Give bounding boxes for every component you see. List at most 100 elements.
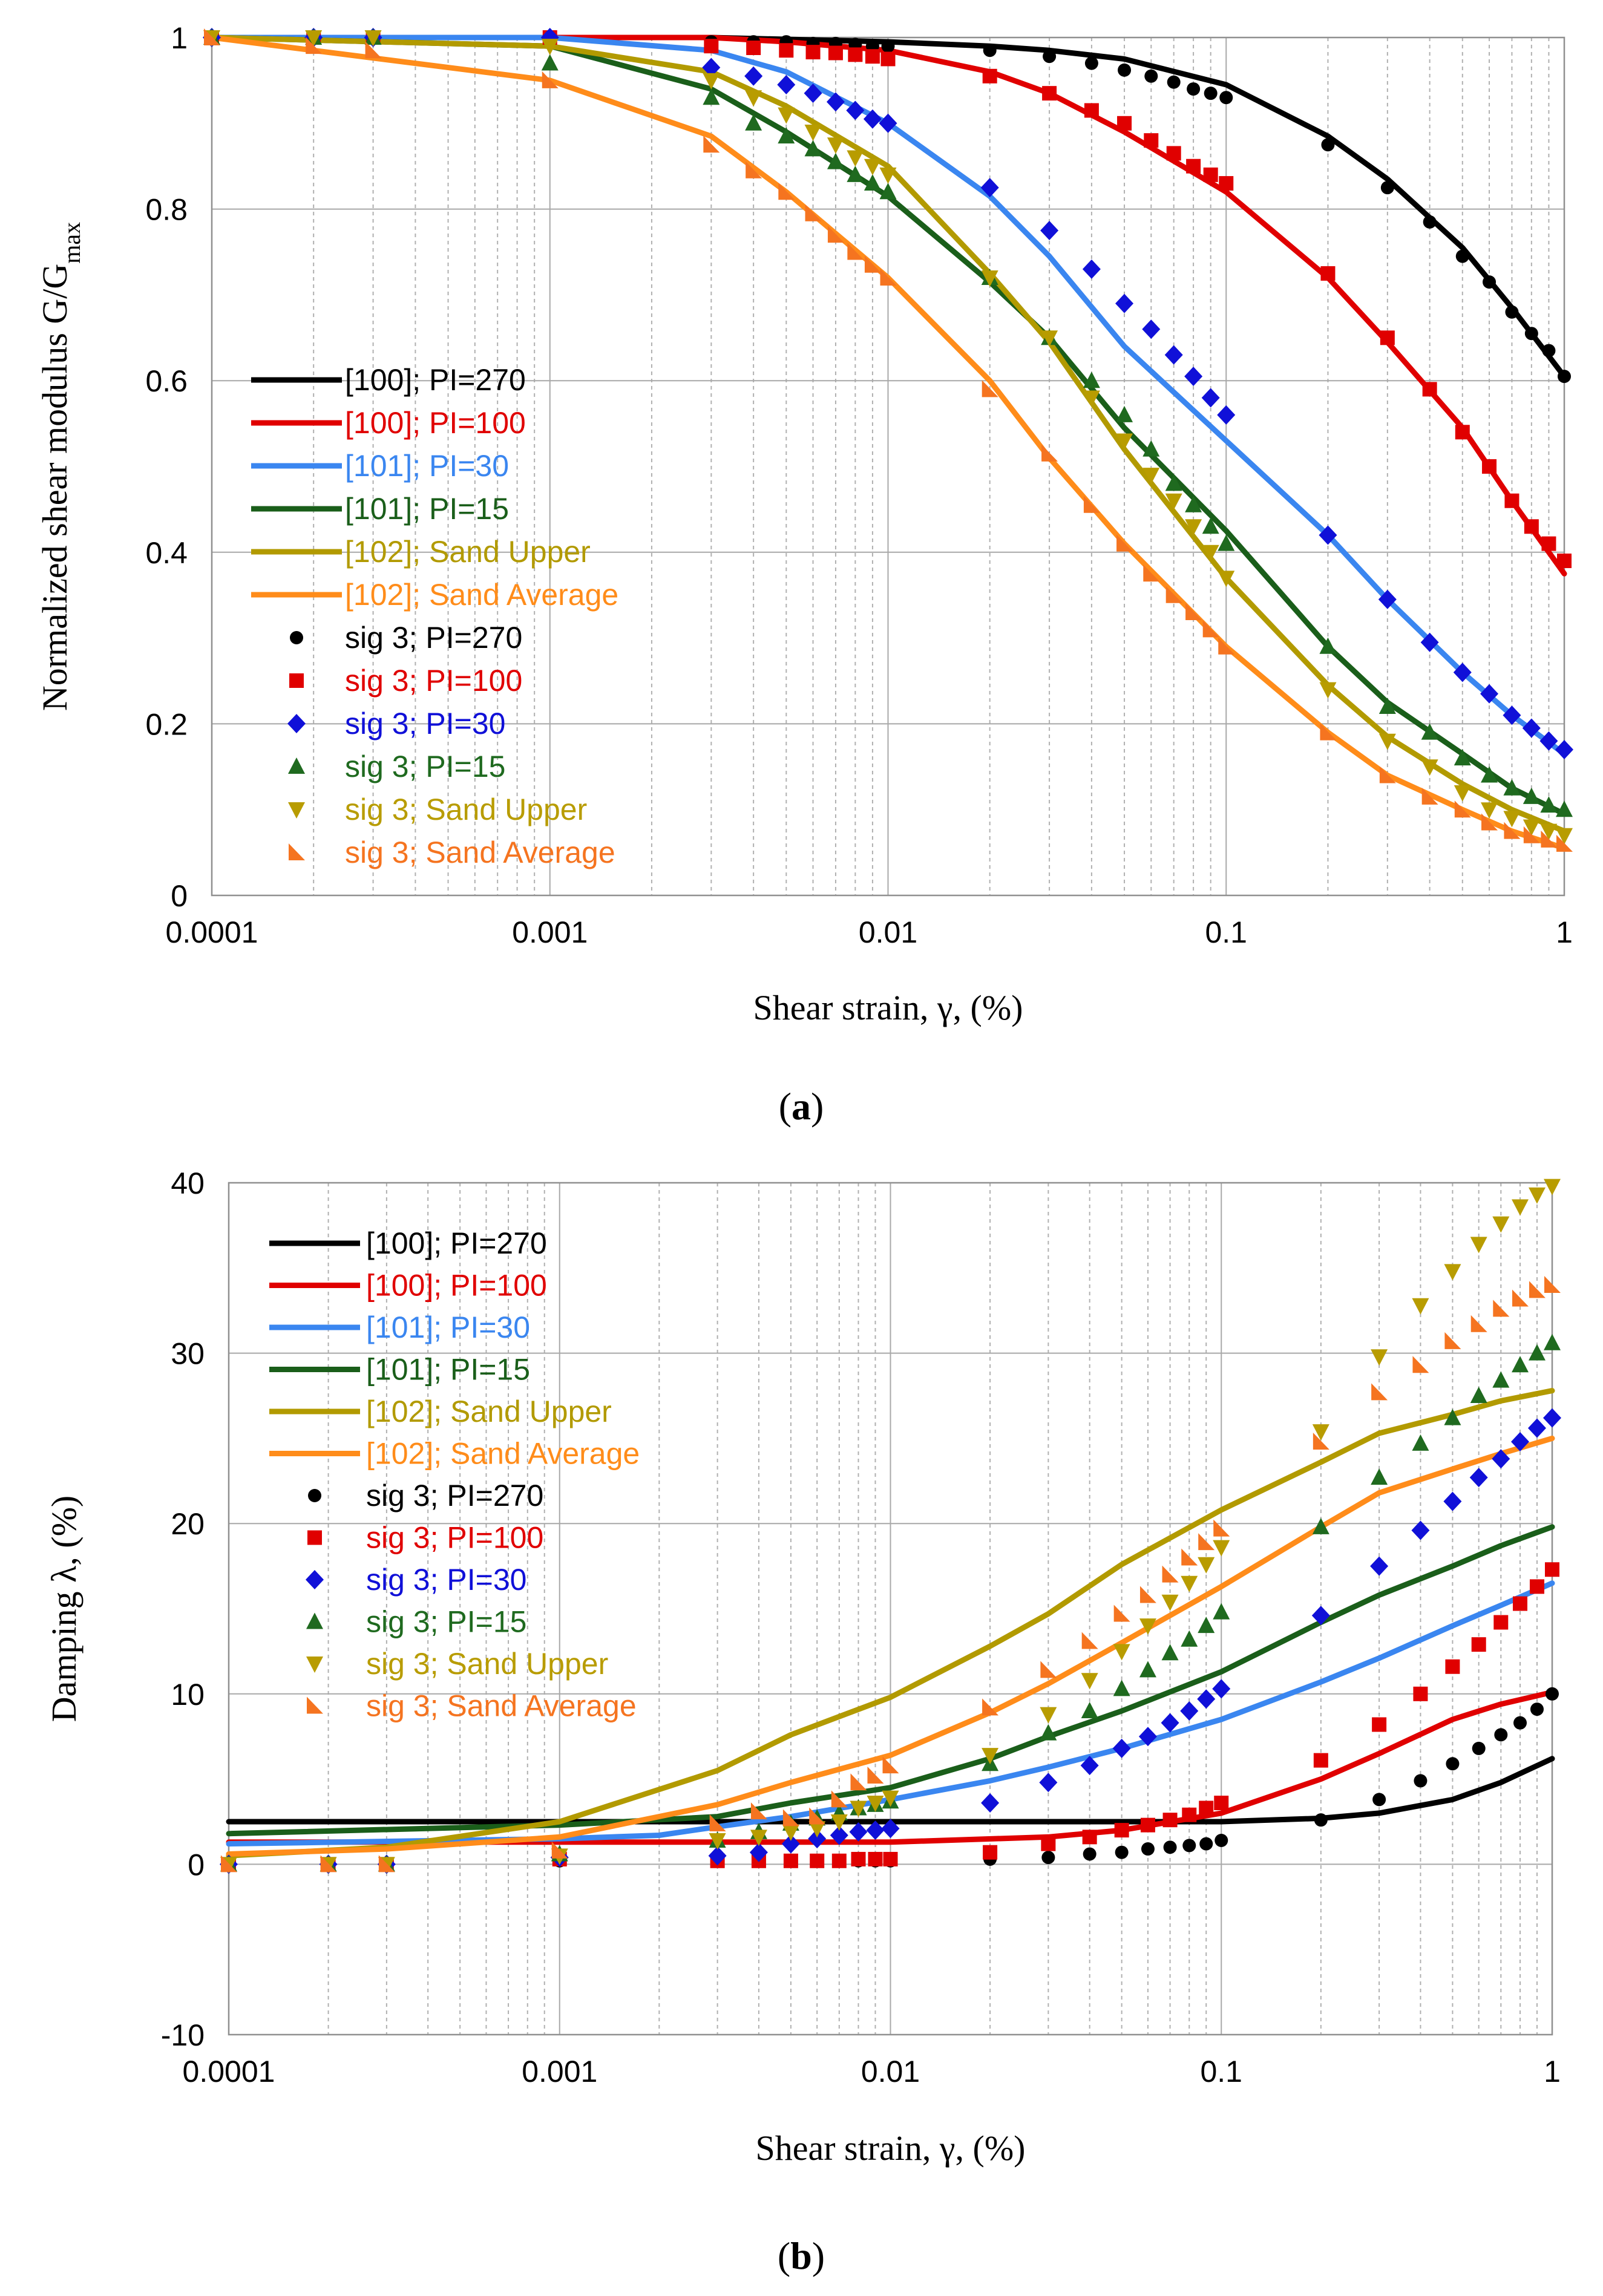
data-point [1470, 1315, 1487, 1332]
data-point [1185, 603, 1202, 621]
data-point [703, 73, 720, 90]
series-4-line [226, 1388, 1555, 1859]
data-point [1512, 1356, 1529, 1373]
data-point [1311, 1606, 1330, 1626]
data-point [1213, 1603, 1230, 1620]
y-tick-label: 20 [171, 1507, 205, 1541]
data-point [805, 204, 822, 221]
legend-label: [101]; PI=30 [345, 449, 509, 483]
series-2-line [226, 1580, 1555, 1847]
data-point [1421, 787, 1438, 805]
data-point [1144, 133, 1159, 148]
legend-label: sig 3; PI=15 [345, 750, 505, 783]
data-point [848, 47, 863, 62]
data-point [1540, 823, 1558, 840]
y-tick-label: 0.4 [145, 536, 188, 570]
data-point [864, 159, 881, 175]
data-point [1143, 564, 1160, 582]
y-tick-label: 1 [171, 21, 188, 55]
data-point [847, 150, 864, 167]
data-point [1162, 1813, 1178, 1828]
data-point [865, 49, 880, 64]
data-point [864, 255, 881, 273]
data-point [1379, 766, 1396, 783]
legend-marker-swatch [290, 631, 303, 644]
data-point [703, 136, 720, 153]
data-point [1523, 787, 1540, 804]
data-point [1445, 1659, 1460, 1674]
data-point [880, 51, 896, 67]
data-point [1113, 1679, 1130, 1696]
data-point [1165, 586, 1182, 603]
data-point [778, 127, 795, 144]
data-point [1527, 1418, 1546, 1438]
data-point [1141, 1842, 1155, 1856]
data-point [1380, 330, 1395, 345]
data-point [808, 1829, 827, 1849]
legend-label: sig 3; Sand Upper [366, 1647, 608, 1681]
data-point [1040, 1707, 1057, 1724]
data-point [1320, 266, 1336, 281]
legend-label: sig 3; PI=100 [345, 664, 522, 698]
data-point [1454, 785, 1471, 802]
data-point [1202, 545, 1219, 561]
data-point [850, 1800, 867, 1817]
data-point [1556, 834, 1573, 852]
data-point [1197, 1689, 1216, 1709]
data-point [866, 1820, 885, 1840]
data-point [810, 1853, 825, 1868]
data-point [1378, 733, 1396, 750]
data-point [1181, 1548, 1198, 1566]
data-point [831, 1790, 848, 1808]
data-point [881, 1819, 900, 1839]
series-11-marker [204, 28, 1573, 852]
data-point [867, 1766, 884, 1784]
x-tick-label: 0.1 [1200, 2055, 1242, 2088]
data-point [1455, 249, 1469, 263]
data-point [1043, 50, 1057, 64]
data-point [847, 243, 864, 260]
data-point [1524, 327, 1538, 341]
data-point [1181, 1630, 1198, 1647]
data-point [1481, 813, 1498, 831]
data-point [1214, 1796, 1229, 1811]
data-point [1161, 1644, 1179, 1661]
data-point [1492, 1216, 1510, 1233]
data-point [1040, 1661, 1057, 1678]
data-point [826, 92, 845, 112]
data-point [1040, 1724, 1057, 1741]
data-point [777, 74, 796, 94]
data-point [709, 1833, 726, 1850]
data-point [1082, 1830, 1097, 1845]
y-tick-label: 0.2 [145, 707, 188, 741]
legend-label: sig 3; PI=270 [345, 621, 522, 655]
series-11-marker [221, 1275, 1561, 1872]
data-point [1218, 571, 1235, 587]
data-point [805, 45, 821, 60]
data-point [1492, 1371, 1510, 1388]
data-point [1201, 388, 1220, 408]
data-point [1530, 1702, 1544, 1716]
x-tick-label: 0.001 [522, 2055, 597, 2088]
data-point [1493, 1615, 1509, 1630]
legend-label: sig 3; PI=270 [366, 1479, 543, 1513]
data-point [305, 30, 323, 47]
data-point [1182, 1839, 1196, 1853]
data-point [1443, 1491, 1462, 1511]
x-tick-label: 1 [1556, 915, 1573, 949]
data-point [827, 152, 844, 169]
x-tick-label: 0.0001 [183, 2055, 275, 2088]
data-point [1139, 1661, 1156, 1678]
data-point [1372, 1717, 1387, 1732]
data-point [1039, 1773, 1058, 1793]
data-point [1455, 425, 1470, 440]
data-point [879, 183, 897, 200]
data-point [1544, 1179, 1561, 1195]
data-point [1313, 1753, 1328, 1768]
legend-label: sig 3; PI=15 [366, 1605, 526, 1639]
data-point [779, 43, 794, 58]
data-point [1139, 1586, 1156, 1603]
data-point [1219, 91, 1233, 105]
data-point [1114, 1823, 1129, 1838]
